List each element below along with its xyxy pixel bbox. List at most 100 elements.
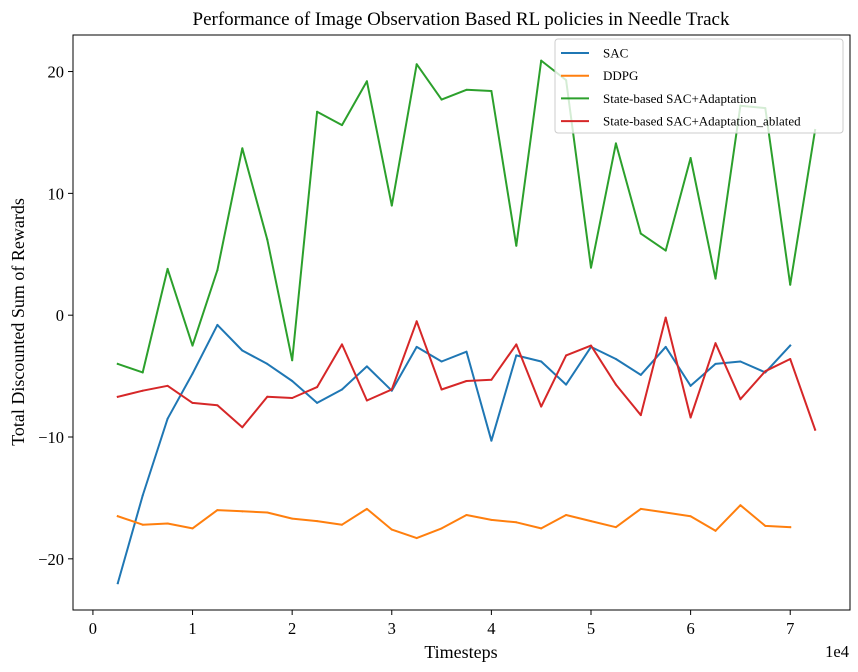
y-axis: −20 −10 0 10 20 [38,63,73,569]
data-point [814,428,817,431]
x-tick-label: 0 [89,619,97,638]
series-1 [116,504,792,540]
data-point [266,395,269,398]
data-point [390,388,393,391]
data-point [241,349,244,352]
data-point [191,527,194,530]
data-point [565,513,568,516]
data-point [590,266,592,269]
data-point [340,388,343,391]
data-point [440,388,443,391]
data-point [440,527,443,530]
data-point [664,345,667,348]
x-axis: 0 1 2 3 4 5 6 7 [89,610,794,638]
data-point [789,344,792,347]
data-point [614,142,617,145]
data-point [166,384,169,387]
data-point [764,524,767,527]
data-point [440,98,443,101]
y-tick-label: −20 [38,550,64,569]
data-point [191,372,194,375]
plot-area [116,59,817,585]
y-axis-label: Total Discounted Sum of Rewards [8,198,28,446]
data-point [565,354,568,357]
chart-title: Performance of Image Observation Based R… [193,9,730,30]
data-point [166,522,169,525]
data-point [614,358,617,361]
data-point [116,582,119,585]
data-point [365,399,368,402]
x-axis-offset-text: 1e4 [825,642,849,661]
data-point [639,507,642,510]
data-point [465,379,468,382]
legend-box [554,38,844,134]
data-point [789,358,792,361]
x-tick-label: 6 [686,619,694,638]
data-point [789,526,792,529]
data-point [714,277,717,280]
data-point [515,343,518,346]
data-point [116,362,119,365]
data-point [241,510,244,513]
data-point [116,515,119,518]
data-point [590,520,592,523]
data-point [764,370,767,373]
data-point [415,345,418,348]
data-point [540,405,543,408]
series-line [116,323,792,585]
data-point [714,342,717,345]
data-point [216,509,219,512]
y-tick-label: −10 [38,428,64,447]
data-point [390,204,393,207]
data-point [365,80,368,83]
series-line [116,504,792,540]
data-point [465,350,468,353]
data-point [714,362,717,365]
data-point [241,147,244,150]
data-point [340,523,343,526]
data-point [291,397,294,400]
data-point [216,269,219,272]
data-point [540,527,543,530]
x-axis-label: Timesteps [424,642,497,662]
data-point [540,360,543,363]
data-point [316,110,319,113]
data-point [664,316,667,319]
data-point [365,365,368,368]
data-point [515,244,518,247]
data-point [291,359,294,362]
y-tick-label: 0 [56,306,64,325]
legend: SAC DDPG State-based SAC+Adaptation State-b… [554,38,844,134]
x-tick-label: 1 [188,619,196,638]
data-point [141,389,144,392]
data-point [515,521,518,524]
data-point [590,344,592,347]
data-point [689,384,692,387]
data-point [664,249,667,252]
data-point [216,404,219,407]
data-point [191,401,194,404]
series-3 [116,316,817,431]
x-tick-label: 4 [487,619,495,638]
data-point [540,59,543,62]
y-tick-label: 10 [48,184,65,203]
legend-label: State-based SAC+Adaptation [603,91,757,106]
data-point [191,344,194,347]
data-point [714,529,717,532]
data-point [316,386,319,389]
plot-frame [72,34,851,611]
x-tick-label: 7 [786,619,794,638]
data-point [141,494,144,497]
data-point [664,511,667,514]
data-point [166,417,169,420]
data-point [515,354,518,357]
data-point [739,398,742,401]
data-point [614,383,617,386]
data-point [216,323,219,326]
data-point [415,537,418,540]
y-tick-label: 20 [48,63,65,82]
data-point [689,157,692,160]
series-0 [116,323,792,585]
data-point [490,90,493,93]
x-tick-label: 2 [288,619,296,638]
